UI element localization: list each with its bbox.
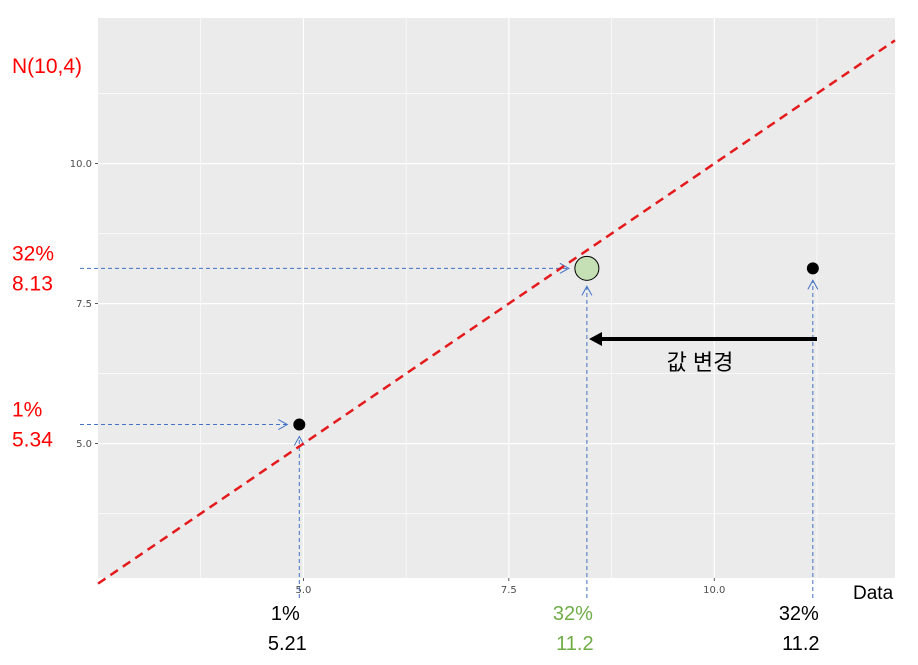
bottom-annotation-pct: 1% [271,603,300,625]
plot-panel [98,18,895,578]
highlight-point [574,255,600,281]
x-tick-label: 5.0 [295,585,311,596]
change-label: 값 변경 [667,350,734,375]
left-annotation-value: 5.34 [12,429,53,452]
left-annotation-value: 8.13 [12,272,53,295]
x-tick-label: 7.5 [501,585,517,596]
y-tick-label: 7.5 [76,299,92,310]
bottom-annotation-value: 11.2 [556,633,593,655]
bottom-annotation-value: 5.21 [268,633,307,655]
x-tick-label: 10.0 [703,585,725,596]
y-tick-label: 5.0 [76,439,92,450]
y-tick-label: 10.0 [70,159,92,170]
x-axis-label: Data [853,583,894,604]
bottom-annotation-pct: 32% [779,603,819,625]
distribution-label: N(10,4) [12,55,82,78]
bottom-annotation-pct: 32% [553,603,593,625]
change-arrow-head [589,332,602,346]
bottom-annotation-value: 11.2 [782,633,819,655]
data-point [293,418,306,431]
data-point [806,262,819,275]
reference-line [97,39,896,585]
left-annotation-pct: 32% [12,242,54,265]
left-annotation-pct: 1% [12,399,42,422]
